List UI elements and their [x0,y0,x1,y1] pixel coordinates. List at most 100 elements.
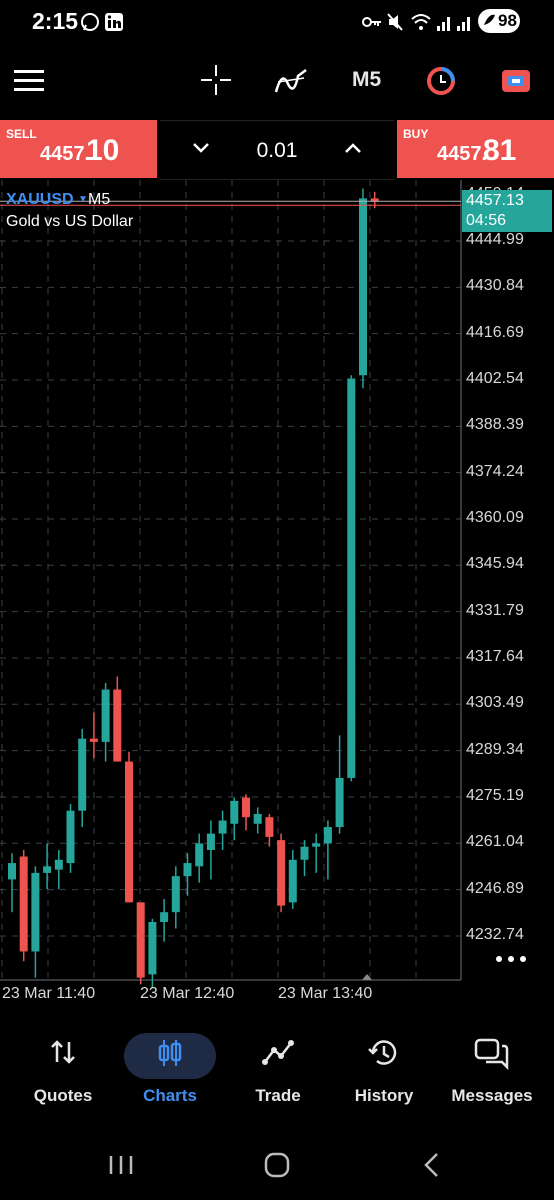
y-tick-label: 4444.99 [466,231,524,248]
nav-label-trade: Trade [255,1086,301,1105]
current-price-tag: 4457.13 04:56 [462,190,552,232]
y-tick-label: 4360.09 [466,508,524,526]
y-tick-label: 4388.39 [466,416,524,434]
nav-item-charts[interactable]: Charts [124,1030,216,1110]
buy-price-main: 4457. [437,143,488,165]
candle-body [277,840,286,906]
y-tick-label: 4261.04 [466,833,524,851]
x-tick-label: 23 Mar 12:40 [140,985,235,1002]
nav-active-indicator [124,1033,216,1079]
decrease-lot-icon[interactable] [192,141,210,155]
candle-body [125,761,133,903]
nav-item-trade[interactable]: Trade [236,1030,320,1110]
price-chart[interactable] [0,180,554,1025]
candle-body [288,859,297,903]
x-tick-label: 23 Mar 11:40 [2,985,96,1002]
candle-body [171,876,180,913]
menu-icon[interactable] [14,70,44,92]
y-tick-label: 4317.64 [466,647,524,665]
candle-body [359,198,367,376]
indicators-icon[interactable] [274,64,308,98]
candle-body [370,198,379,202]
nav-item-quotes[interactable]: Quotes [20,1030,106,1110]
candle-body [206,833,215,850]
candle-body [265,817,274,837]
candle-body [101,689,110,742]
candle-body [300,846,309,860]
y-tick-label: 4331.79 [466,601,524,619]
battery-level: 98 [498,11,517,30]
y-tick-label: 4275.19 [466,786,524,804]
candle-body [347,378,356,778]
symbol-description: Gold vs US Dollar [6,213,134,230]
nav-label-charts: Charts [143,1086,197,1105]
candle-body [253,813,262,824]
candle-body [323,827,332,844]
candle-body [230,800,239,824]
history-icon [368,1040,397,1065]
current-price: 4457.13 [466,192,524,209]
signal-icon [437,17,450,31]
symbol-label[interactable]: XAUUSD [6,191,74,208]
candle-body [148,922,157,975]
y-tick-label: 4416.69 [466,323,524,341]
y-tick-label: 4430.84 [466,277,524,295]
y-tick-label: 4345.94 [466,555,524,573]
y-tick-label: 4246.89 [466,879,524,897]
timeframe-selector[interactable]: M5 [352,68,382,91]
history-clock-icon[interactable] [426,66,456,96]
nav-label-history: History [354,1086,414,1105]
candle-body [19,856,28,952]
trade-icon [262,1040,294,1065]
signal-icon [457,17,470,31]
buy-button[interactable]: BUY 4457. 81 [397,120,554,178]
crosshair-icon[interactable] [200,64,232,96]
quotes-icon [51,1040,75,1064]
messages-icon [474,1038,509,1070]
y-tick-label: 4303.49 [466,694,524,712]
candle-body [218,820,227,834]
candle-body [8,863,16,880]
bar-timer: 04:56 [466,212,507,229]
home-icon[interactable] [264,1152,290,1178]
lot-value[interactable]: 0.01 [256,139,298,162]
nav-item-history[interactable]: History [342,1030,426,1110]
y-tick-label: 4289.34 [466,740,524,758]
candle-body [78,738,87,811]
system-navigation-bar [0,1130,554,1200]
recent-apps-icon[interactable] [108,1154,134,1176]
sell-button[interactable]: SELL 4457. 10 [0,120,157,178]
key-icon [362,17,381,27]
back-icon[interactable] [422,1152,440,1178]
candle-body [113,689,122,762]
y-tick-label: 4232.74 [466,925,524,943]
wifi-icon [411,14,431,30]
increase-lot-icon[interactable] [344,141,362,155]
candle-body [195,843,204,867]
sell-price-big: 10 [86,134,120,167]
more-options-icon[interactable] [494,954,528,964]
lot-size-control: 0.01 [160,120,394,180]
whatsapp-icon [81,13,99,31]
nav-label-messages: Messages [451,1086,533,1105]
battery-saver-icon [484,14,495,25]
candle-body [312,843,321,847]
candle-body [66,810,75,864]
charts-icon [158,1040,182,1066]
symbol-timeframe: M5 [88,191,111,208]
candle-body [136,902,145,978]
y-tick-label: 4402.54 [466,369,524,387]
symbol-dropdown-icon[interactable]: ▼ [78,194,88,205]
candle-body [335,777,344,828]
current-bar-marker [362,974,372,980]
sell-price-main: 4457. [40,143,91,165]
trade-window-icon[interactable] [500,68,532,94]
y-tick-label: 4374.24 [466,462,524,480]
nav-label-quotes: Quotes [33,1086,93,1105]
chart-canvas[interactable] [0,180,554,1025]
candle-body [89,738,98,742]
buy-label: BUY [403,127,429,141]
candle-body [242,797,250,818]
status-time: 2:15 [32,8,79,34]
nav-item-messages[interactable]: Messages [444,1030,540,1110]
